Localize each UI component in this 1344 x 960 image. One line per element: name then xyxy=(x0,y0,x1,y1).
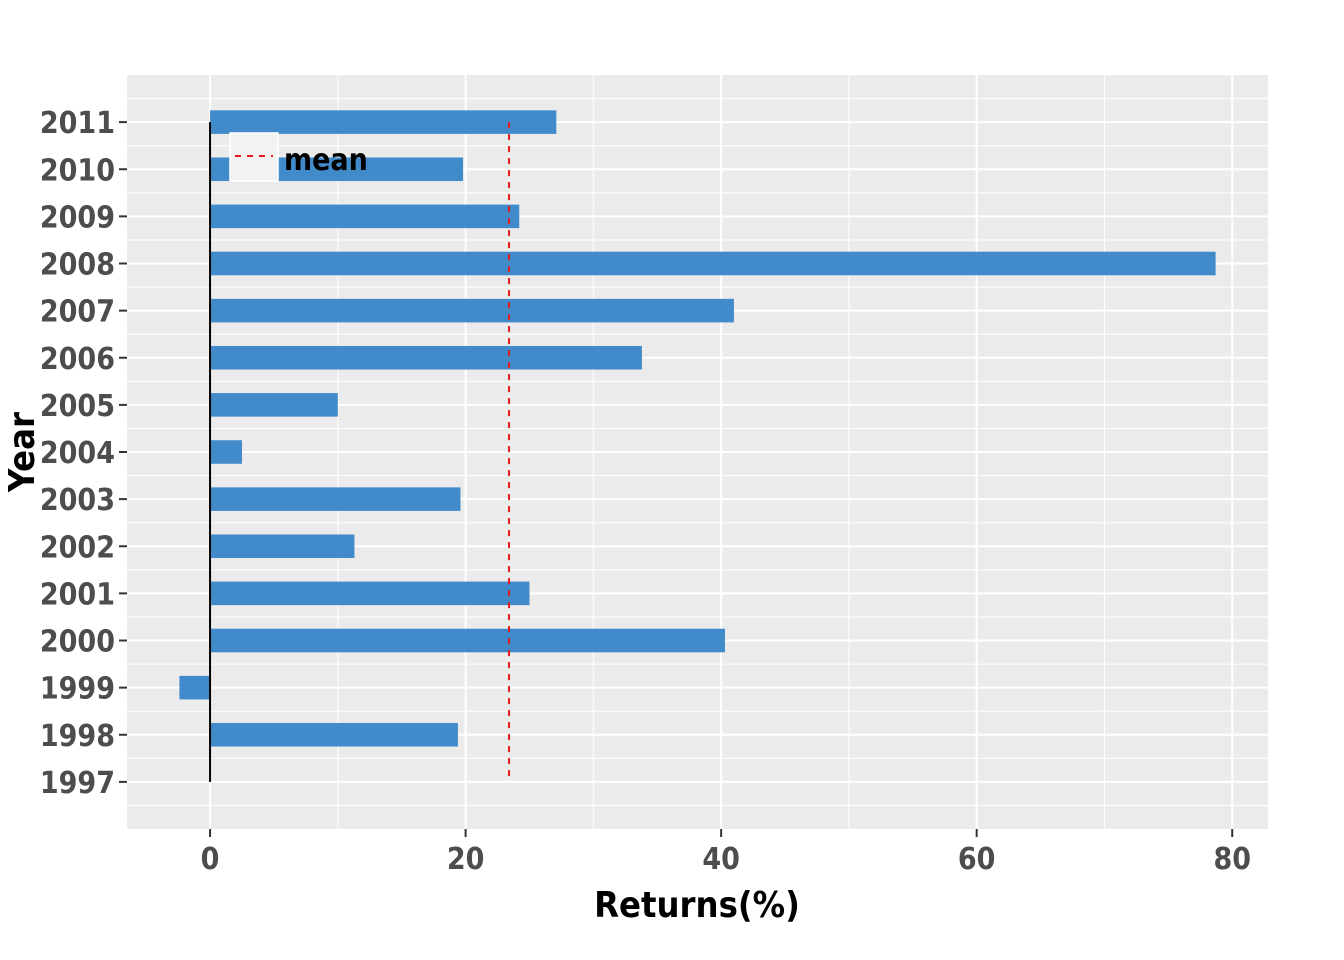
x-tick-label: 20 xyxy=(447,842,485,877)
bar-2008 xyxy=(210,251,1216,276)
y-tick-label: 2007 xyxy=(40,295,115,330)
legend: mean xyxy=(229,132,368,182)
bar-2005 xyxy=(210,393,338,417)
y-tick-label: 1998 xyxy=(40,719,115,754)
y-tick-label: 2001 xyxy=(40,577,115,612)
bars xyxy=(179,110,1216,747)
bar-2002 xyxy=(210,534,355,559)
y-tick-label: 1999 xyxy=(40,672,115,707)
y-tick-label: 2000 xyxy=(40,625,115,660)
grid-lines xyxy=(127,75,1268,829)
x-axis-ticks: 0 20 40 60 80 xyxy=(201,829,1251,877)
x-tick-label: 0 xyxy=(201,842,220,877)
x-tick-label: 60 xyxy=(958,842,996,877)
bar-1998 xyxy=(210,722,458,747)
y-tick-label: 2002 xyxy=(40,530,115,565)
bar-2009 xyxy=(210,204,520,229)
y-tick-label: 1997 xyxy=(40,766,115,801)
y-tick-label: 2005 xyxy=(40,389,115,424)
bar-2007 xyxy=(210,298,734,323)
bar-2011 xyxy=(210,110,557,134)
bar-2003 xyxy=(210,487,461,511)
x-tick-label: 80 xyxy=(1213,842,1251,877)
x-axis-title: Returns(%) xyxy=(594,885,800,926)
bar-2001 xyxy=(210,581,530,606)
bar-2004 xyxy=(210,440,242,464)
y-tick-label: 2003 xyxy=(40,483,115,518)
bar-2000 xyxy=(210,628,725,653)
y-tick-label: 2009 xyxy=(40,200,115,235)
y-tick-label: 2004 xyxy=(40,436,115,471)
y-tick-label: 2011 xyxy=(40,106,115,141)
bar-1999 xyxy=(179,675,211,700)
y-tick-label: 2010 xyxy=(40,153,115,188)
y-axis-ticks: 1997 1998 1999 2000 2001 2002 2003 2004 2005 2006… xyxy=(40,106,127,801)
x-tick-label: 40 xyxy=(702,842,740,877)
y-tick-label: 2008 xyxy=(40,248,115,283)
legend-label: mean xyxy=(284,143,368,178)
y-axis-title: Year xyxy=(2,412,43,493)
bar-2006 xyxy=(210,345,642,370)
y-tick-label: 2006 xyxy=(40,342,115,377)
